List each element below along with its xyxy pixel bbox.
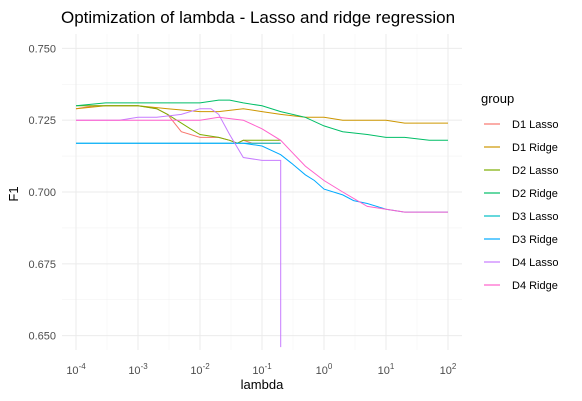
x-tick-label: 100 [316,362,333,377]
y-tick-label: 0.725 [28,115,56,127]
y-tick-label: 0.650 [28,331,56,343]
legend: group D1 Lasso D1 Ridge D2 Lasso D2 Ridge D3… [481,91,558,292]
y-tick-label: 0.675 [28,259,56,271]
legend-label: D4 Lasso [512,257,558,269]
legend-title: group [481,91,514,106]
y-axis-ticks: 0.650 0.675 0.700 0.725 0.750 [28,43,56,342]
x-tick-label: 10-2 [190,362,210,377]
y-tick-label: 0.750 [28,43,56,55]
legend-label: D4 Ridge [512,280,558,292]
series-line-d1-ridge [75,105,448,124]
series-line-d4-ridge [76,116,448,213]
chart-title: Optimization of lambda - Lasso and ridge… [61,8,455,27]
x-axis-ticks: 10-4 10-3 10-2 10-1 100 101 102 [66,362,457,377]
legend-label: D2 Lasso [512,165,558,177]
x-axis-label: lambda [241,377,284,392]
x-tick-label: 10-1 [252,362,272,377]
series-line-d2-ridge [75,99,448,141]
legend-label: D1 Lasso [512,119,558,131]
legend-label: D3 Lasso [512,211,558,223]
legend-label: D2 Ridge [512,188,558,200]
x-tick-label: 101 [378,362,395,377]
series-line-d4-lasso [76,108,282,348]
x-tick-label: 10-3 [128,362,148,377]
x-tick-label: 10-4 [66,362,86,377]
y-tick-label: 0.700 [28,187,56,199]
legend-label: D1 Ridge [512,142,558,154]
x-tick-label: 102 [440,362,457,377]
legend-label: D3 Ridge [512,234,558,246]
grid [62,34,462,350]
series-line-d2-lasso [76,105,281,144]
series-lines [75,99,448,348]
y-axis-label: F1 [6,186,21,201]
